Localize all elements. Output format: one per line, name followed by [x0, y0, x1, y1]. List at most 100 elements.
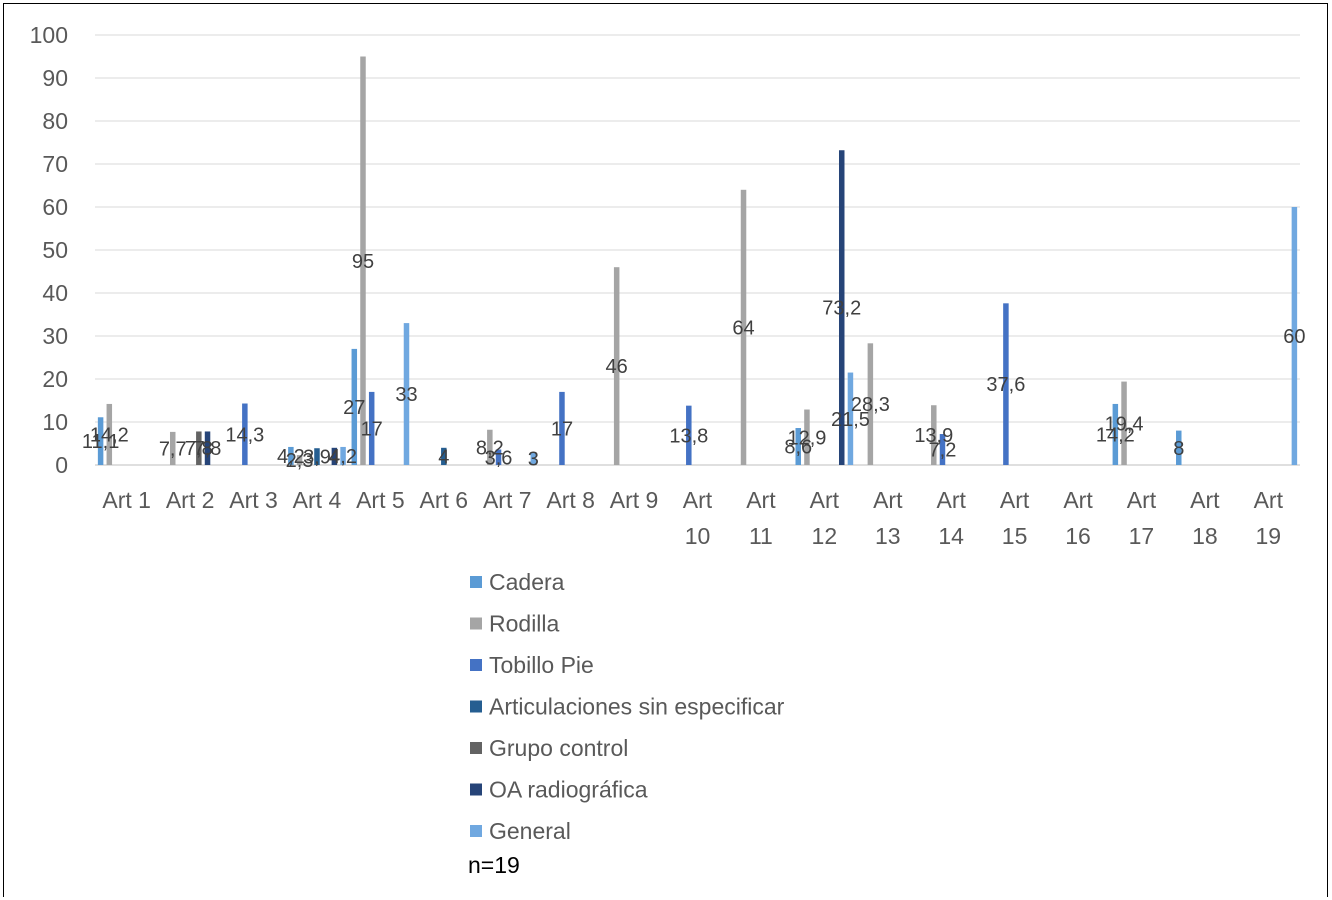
data-label: 8,6: [784, 437, 812, 459]
bar: [296, 455, 303, 465]
y-axis-tick-labels: 0 10 20 30 40 50 60 70 80 90 100: [30, 22, 68, 478]
x-tick-label: Art 9: [610, 487, 659, 513]
data-label: 14,2: [1096, 424, 1135, 446]
x-tick-label-line: 11: [749, 523, 773, 549]
x-tick-label: Art 2: [166, 487, 215, 513]
bar: [838, 150, 845, 466]
data-label: 60: [1283, 326, 1305, 348]
x-tick-label-line: Art: [1063, 487, 1093, 513]
bar: [169, 431, 176, 465]
bar: [360, 56, 366, 465]
bar: [106, 403, 113, 465]
legend-label: Rodilla: [489, 611, 560, 637]
x-tick-label: Art 15: [1000, 487, 1030, 549]
data-label: 3,9: [303, 447, 331, 469]
y-tick-label: 20: [42, 366, 68, 392]
bar: [340, 446, 346, 465]
data-label: 8,2: [476, 437, 504, 459]
x-tick-label: Art 3: [229, 487, 278, 513]
x-tick-label-line: Art: [810, 487, 840, 513]
y-tick-label: 80: [42, 108, 68, 134]
y-tick-label: 10: [42, 409, 68, 435]
data-label: 46: [606, 356, 628, 378]
y-tick-label: 30: [42, 323, 68, 349]
data-label: 17: [551, 418, 573, 440]
data-label: 14,3: [225, 424, 264, 446]
bar: [204, 431, 211, 465]
bar: [351, 348, 358, 465]
data-label: 11,1: [82, 431, 119, 453]
y-tick-label: 90: [42, 65, 68, 91]
bar: [331, 447, 338, 465]
legend-swatch: [470, 617, 482, 630]
data-label: 4,2: [329, 446, 357, 468]
bar: [613, 267, 620, 465]
bar: [939, 434, 946, 465]
legend-swatch: [470, 783, 482, 796]
x-tick-label: Art 13: [873, 487, 903, 549]
x-tick-label-line: 12: [812, 523, 838, 549]
x-tick-label: Art 5: [356, 487, 405, 513]
y-tick-label: 50: [42, 237, 68, 263]
y-tick-label: 100: [30, 22, 68, 48]
bar: [530, 452, 537, 465]
x-tick-label: Art 4: [293, 487, 342, 513]
bar: [242, 403, 248, 465]
bar: [368, 391, 375, 465]
x-tick-label-line: Art: [1127, 487, 1157, 513]
y-tick-label: 40: [42, 280, 68, 306]
data-label: 7,8: [194, 438, 222, 460]
x-tick-label: Art 6: [420, 487, 469, 513]
data-label: 19,4: [1105, 413, 1144, 435]
bar: [795, 428, 801, 465]
data-label: 4,2: [277, 446, 305, 468]
bar: [97, 417, 104, 465]
x-tick-label: Art 11: [746, 487, 776, 549]
bar: [487, 429, 493, 465]
x-tick-label: Art 18: [1190, 487, 1220, 549]
x-tick-label-line: 15: [1002, 523, 1028, 549]
data-label: 4: [438, 446, 449, 468]
legend-swatch: [470, 576, 482, 588]
legend-label: Tobillo Pie: [489, 652, 594, 678]
gridlines: [95, 34, 1300, 466]
x-tick-label-line: Art: [873, 487, 903, 513]
sample-size-note: n=19: [468, 852, 520, 878]
bar: [931, 405, 937, 465]
data-label: 7,7: [159, 438, 187, 460]
legend-swatch: [470, 742, 482, 754]
data-label: 33: [395, 384, 417, 406]
legend-swatch: [470, 825, 482, 837]
x-tick-label-line: 18: [1192, 523, 1218, 549]
x-tick-label: Art 19: [1254, 487, 1284, 549]
x-tick-label: Art 17: [1127, 487, 1157, 549]
x-tick-label-line: Art: [746, 487, 776, 513]
x-tick-label-line: 10: [685, 523, 711, 549]
data-label: 17: [361, 418, 383, 440]
bar: [847, 372, 854, 465]
bar: [867, 343, 874, 465]
bars: [97, 56, 1298, 466]
data-label: 7,8: [185, 438, 213, 460]
bar: [288, 446, 294, 465]
x-tick-label-line: 19: [1255, 523, 1281, 549]
data-label: 3,6: [485, 447, 513, 469]
y-tick-label: 70: [42, 151, 68, 177]
data-label: 95: [352, 251, 374, 273]
bar: [1176, 430, 1182, 465]
x-tick-label: Art 12: [810, 487, 840, 549]
chart-frame: [3, 3, 1328, 897]
bar: [559, 391, 565, 465]
data-label: 14,2: [90, 424, 129, 446]
bar: [403, 323, 410, 465]
bar: [1121, 381, 1127, 465]
legend-label: General: [489, 818, 571, 844]
x-tick-label-line: Art: [683, 487, 713, 513]
data-labels: 11,1 4,2 27 8,6 14,2 8 14,2 7,7 2,3 95 8,2 46 64 12,9…: [82, 251, 1306, 472]
data-label: 37,6: [986, 374, 1025, 396]
x-tick-label-line: Art: [1254, 487, 1284, 513]
y-tick-label: 0: [55, 452, 68, 478]
x-tick-label: Art 10: [683, 487, 713, 549]
x-tick-label-line: 14: [938, 523, 964, 549]
data-label: 28,3: [851, 394, 890, 416]
